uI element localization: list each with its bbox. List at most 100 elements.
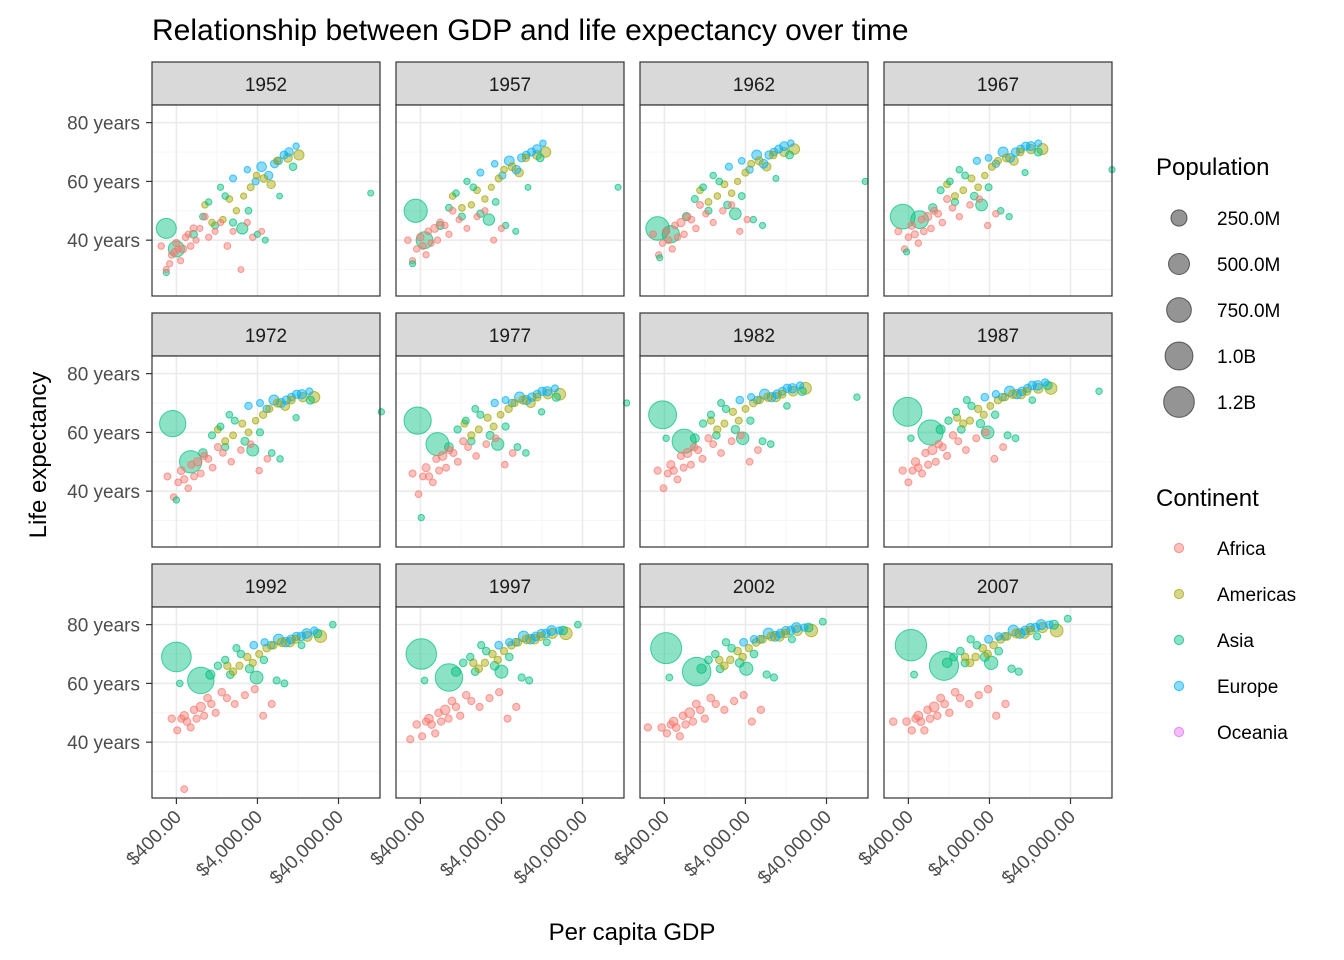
facet-strip xyxy=(639,563,869,608)
data-point xyxy=(244,428,253,437)
data-point xyxy=(1008,389,1018,400)
data-point xyxy=(467,436,476,446)
data-point xyxy=(983,685,993,694)
data-point xyxy=(961,171,970,180)
data-point xyxy=(244,401,253,411)
data-point xyxy=(861,177,869,186)
data-point xyxy=(696,663,707,674)
data-point xyxy=(276,637,287,648)
data-point xyxy=(166,260,174,268)
data-point xyxy=(474,664,484,673)
data-point xyxy=(984,153,993,162)
data-point xyxy=(787,635,797,644)
size-legend-label: 750.0M xyxy=(1217,301,1280,322)
data-point xyxy=(663,469,672,478)
data-point xyxy=(184,484,193,493)
panel-border xyxy=(639,355,869,548)
facet-strip-label: 1952 xyxy=(245,75,287,96)
panel-border xyxy=(639,606,869,799)
data-point xyxy=(1010,147,1021,157)
facet-panel-1957: 1957 xyxy=(395,61,625,297)
data-point xyxy=(284,147,294,157)
data-point xyxy=(1011,628,1022,639)
data-point xyxy=(959,186,968,195)
data-point xyxy=(741,404,750,413)
data-point xyxy=(269,640,278,650)
data-point xyxy=(743,215,751,224)
data-point xyxy=(974,183,983,192)
color-legend-key xyxy=(1173,634,1185,646)
data-point xyxy=(445,230,453,238)
data-point xyxy=(888,717,898,726)
data-point xyxy=(236,222,249,235)
data-point xyxy=(966,635,975,644)
data-point xyxy=(524,183,532,191)
data-point xyxy=(938,442,947,452)
data-point xyxy=(174,478,182,487)
data-point xyxy=(155,217,177,239)
data-point xyxy=(1022,383,1033,393)
size-legend-key xyxy=(1164,341,1194,371)
data-point xyxy=(161,641,192,673)
data-point xyxy=(755,395,764,405)
facet-strip-label: 1992 xyxy=(245,577,287,598)
data-point xyxy=(459,437,468,446)
panel-border xyxy=(883,606,1113,799)
data-point xyxy=(918,469,927,478)
data-point xyxy=(949,652,959,662)
data-point xyxy=(696,200,704,209)
data-point xyxy=(296,389,307,400)
data-point xyxy=(297,641,306,650)
data-point xyxy=(690,195,699,204)
data-point xyxy=(649,230,657,239)
data-point xyxy=(992,209,1000,218)
data-point xyxy=(417,513,425,522)
data-point xyxy=(643,723,653,732)
panel-background xyxy=(884,356,1112,547)
data-point xyxy=(216,422,225,431)
data-point xyxy=(213,661,223,671)
data-point xyxy=(1022,386,1032,396)
data-point xyxy=(1048,619,1060,630)
data-point xyxy=(251,416,260,425)
data-point xyxy=(555,626,564,635)
data-point xyxy=(706,416,716,425)
data-point xyxy=(1011,389,1022,400)
data-point xyxy=(490,398,499,408)
data-point xyxy=(894,629,928,662)
data-point xyxy=(434,708,443,718)
data-point xyxy=(413,245,421,253)
y-tick-label: 80 years xyxy=(67,616,140,637)
data-point xyxy=(729,696,739,706)
data-point xyxy=(204,198,213,206)
data-point xyxy=(662,729,672,738)
data-point xyxy=(704,434,713,443)
data-point xyxy=(541,628,551,639)
data-point xyxy=(207,431,217,440)
data-point xyxy=(783,402,791,410)
data-point xyxy=(994,646,1004,656)
data-point xyxy=(737,192,746,201)
data-point xyxy=(1003,431,1012,440)
data-point xyxy=(967,174,976,183)
data-point xyxy=(1049,623,1064,638)
data-point xyxy=(960,652,970,662)
data-point xyxy=(614,183,622,191)
data-point xyxy=(447,696,457,706)
data-point xyxy=(1027,380,1038,391)
y-axis-title: Life expectancy xyxy=(25,372,52,539)
data-point xyxy=(967,401,976,411)
data-point xyxy=(698,419,708,428)
data-point xyxy=(904,478,913,487)
data-point xyxy=(959,419,968,428)
data-point xyxy=(894,227,903,236)
data-point xyxy=(265,404,274,413)
data-point xyxy=(408,469,417,478)
data-point xyxy=(679,463,688,472)
data-point xyxy=(189,224,198,233)
data-point xyxy=(1007,664,1016,673)
data-point xyxy=(521,634,532,645)
color-legend-items: Africa Americas Asia Europe Oceania xyxy=(1173,539,1296,744)
data-point xyxy=(944,416,953,425)
data-point xyxy=(763,392,773,402)
